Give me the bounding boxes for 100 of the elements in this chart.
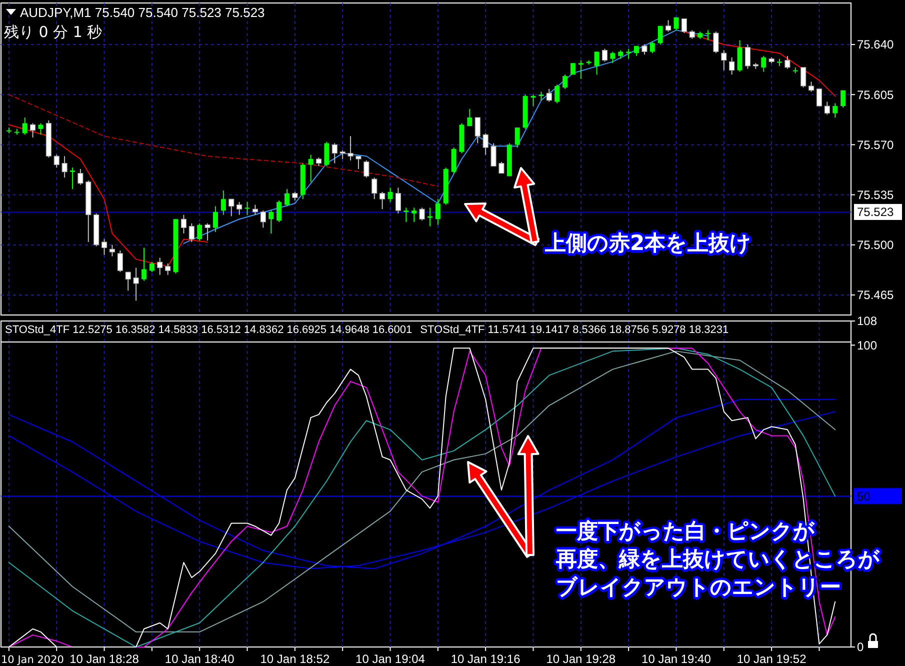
candlestick xyxy=(658,25,663,46)
candlestick xyxy=(212,206,218,232)
candlestick xyxy=(451,147,456,174)
y-tick-label: 75.535 xyxy=(857,188,894,202)
candlestick xyxy=(530,94,536,107)
candlestick xyxy=(228,198,234,217)
candlestick xyxy=(404,207,409,222)
y-tick-label: 75.570 xyxy=(857,138,894,152)
candlestick xyxy=(824,101,830,116)
candlestick xyxy=(236,201,242,216)
candlestick xyxy=(713,31,719,54)
x-tick-label: 10 Jan 18:28 xyxy=(70,652,140,666)
candlestick xyxy=(816,88,822,106)
candlestick xyxy=(78,168,84,186)
candlestick xyxy=(602,48,608,62)
candlestick xyxy=(30,122,36,138)
chart-title: STOStd_4TF 12.5275 16.3582 14.5833 16.5312 14.8362 16.6925 14.9648 16.6001 xyxy=(5,324,412,336)
candlestick xyxy=(626,48,632,60)
candlestick xyxy=(840,90,846,108)
candlestick xyxy=(62,156,68,178)
candlestick xyxy=(364,160,370,178)
candlestick xyxy=(101,238,108,256)
x-tick-label: 10 Jan 19:40 xyxy=(642,652,712,666)
candlestick xyxy=(482,132,488,156)
candlestick xyxy=(412,207,417,222)
candlestick xyxy=(356,156,362,170)
candlestick xyxy=(165,262,171,276)
candlestick xyxy=(276,200,282,222)
candlestick xyxy=(594,51,600,76)
candlestick xyxy=(188,222,194,243)
candlestick xyxy=(388,187,393,202)
candlestick xyxy=(784,55,790,70)
candlestick xyxy=(721,50,727,71)
y-tick-label: 75.465 xyxy=(857,288,894,302)
y-tick-label: 108 xyxy=(857,314,878,328)
chart-title: AUDJPY,M1 75.540 75.540 75.523 75.523 xyxy=(20,5,265,20)
x-tick-label: 10 Jan 19:28 xyxy=(546,652,616,666)
candlestick xyxy=(348,136,354,161)
candlestick xyxy=(157,257,163,276)
candlestick xyxy=(650,41,655,54)
candlestick xyxy=(761,55,766,72)
y-tick-label: 75.500 xyxy=(857,238,894,252)
candlestick xyxy=(737,40,742,72)
candlestick xyxy=(395,187,401,214)
candlestick xyxy=(435,198,440,226)
x-tick-label: 10 Jan 19:04 xyxy=(356,652,426,666)
line-series xyxy=(8,94,438,187)
candlestick xyxy=(744,44,751,70)
candlestick xyxy=(252,204,258,216)
chart-subtitle: STOStd_4TF 11.5741 19.1417 8.5366 18.8756 5.9278 18.3231 xyxy=(420,324,729,336)
candlestick xyxy=(808,81,814,92)
annotation: 残り 0 分 1 秒 xyxy=(4,23,102,41)
x-tick-label: 10 Jan 18:52 xyxy=(260,652,330,666)
line-series xyxy=(684,31,836,97)
y-tick-label: 75.605 xyxy=(857,88,894,102)
candlestick xyxy=(372,177,378,200)
text: 10 Jan 2020 xyxy=(1,654,64,666)
candlestick xyxy=(610,51,616,64)
candlestick xyxy=(490,142,496,167)
x-tick-label: 10 Jan 18:40 xyxy=(164,652,235,666)
candlestick xyxy=(109,244,116,257)
candlestick xyxy=(324,141,330,167)
candlestick xyxy=(125,272,131,292)
candlestick xyxy=(133,267,139,302)
candlestick xyxy=(706,30,711,41)
candlestick xyxy=(54,154,60,168)
candlestick xyxy=(554,84,560,104)
annotation: 上側の赤2本を上抜け xyxy=(544,231,752,255)
candlestick xyxy=(562,74,568,90)
candlestick xyxy=(467,108,472,127)
y-tick-label: 0 xyxy=(857,640,864,654)
x-tick-label: 10 Jan 19:52 xyxy=(736,652,807,666)
candlestick xyxy=(268,210,274,234)
candlestick xyxy=(681,18,687,34)
candlestick xyxy=(260,210,266,228)
y-tick-label: 75.640 xyxy=(857,38,894,52)
candlestick xyxy=(800,66,806,88)
candlestick xyxy=(70,167,75,190)
candlestick xyxy=(204,222,210,242)
candlestick xyxy=(117,250,123,273)
candlestick xyxy=(642,44,648,56)
candlestick xyxy=(427,207,432,227)
candlestick xyxy=(674,16,679,31)
ref-line-label: 50 xyxy=(857,489,871,504)
candlestick xyxy=(22,116,28,136)
candlestick xyxy=(284,188,290,207)
candlestick xyxy=(498,161,504,174)
candlestick xyxy=(197,222,202,242)
candlestick xyxy=(832,102,838,118)
candlestick xyxy=(380,191,386,210)
candlestick xyxy=(578,60,584,80)
candlestick xyxy=(220,190,226,216)
y-tick-label: 100 xyxy=(857,338,878,352)
ref-line-label: 75.523 xyxy=(857,205,894,220)
candlestick xyxy=(38,122,44,136)
candlestick xyxy=(546,88,552,102)
candlestick xyxy=(474,116,480,144)
candlestick xyxy=(332,142,338,164)
candlestick xyxy=(514,127,520,148)
candlestick xyxy=(180,214,187,234)
